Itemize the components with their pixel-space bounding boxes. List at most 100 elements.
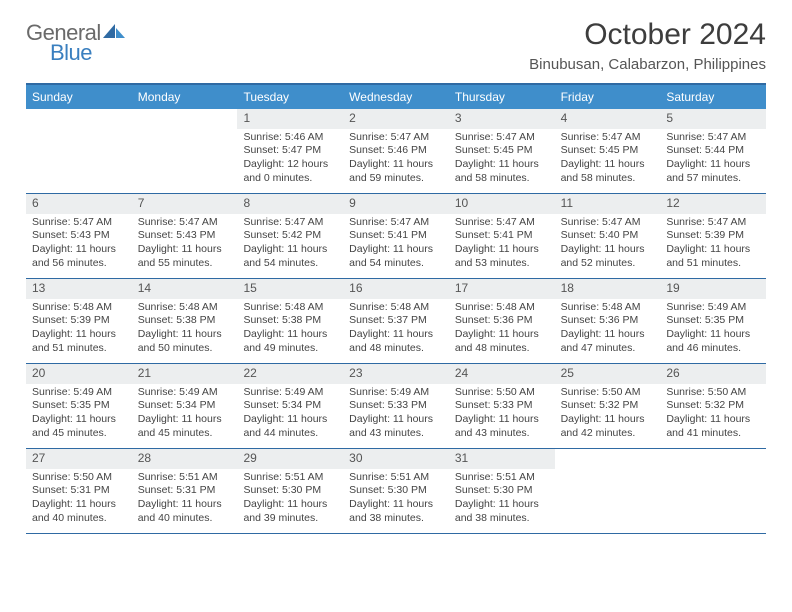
day-body: Sunrise: 5:50 AMSunset: 5:33 PMDaylight:… — [449, 386, 555, 445]
day-number: 6 — [26, 194, 132, 214]
day-body: Sunrise: 5:47 AMSunset: 5:45 PMDaylight:… — [555, 131, 661, 190]
daylight-text: Daylight: 11 hours and 42 minutes. — [561, 413, 657, 440]
day-body: Sunrise: 5:50 AMSunset: 5:32 PMDaylight:… — [660, 386, 766, 445]
sunset-text: Sunset: 5:41 PM — [455, 229, 551, 243]
day-body: Sunrise: 5:51 AMSunset: 5:30 PMDaylight:… — [343, 471, 449, 530]
daylight-text: Daylight: 11 hours and 38 minutes. — [455, 498, 551, 525]
day-number: 23 — [343, 364, 449, 384]
daylight-text: Daylight: 11 hours and 54 minutes. — [243, 243, 339, 270]
col-header: Sunday — [26, 85, 132, 109]
sunset-text: Sunset: 5:45 PM — [561, 144, 657, 158]
sunrise-text: Sunrise: 5:49 AM — [349, 386, 445, 400]
header: General Blue October 2024 Binubusan, Cal… — [26, 18, 766, 73]
daylight-text: Daylight: 11 hours and 43 minutes. — [455, 413, 551, 440]
day-body: Sunrise: 5:49 AMSunset: 5:35 PMDaylight:… — [660, 301, 766, 360]
calendar-day: 12Sunrise: 5:47 AMSunset: 5:39 PMDayligh… — [660, 194, 766, 278]
sunset-text: Sunset: 5:45 PM — [455, 144, 551, 158]
sunset-text: Sunset: 5:42 PM — [243, 229, 339, 243]
brand-blue: Blue — [50, 40, 92, 66]
sunrise-text: Sunrise: 5:47 AM — [32, 216, 128, 230]
day-number: 9 — [343, 194, 449, 214]
day-number: 14 — [132, 279, 238, 299]
calendar-week: 1Sunrise: 5:46 AMSunset: 5:47 PMDaylight… — [26, 109, 766, 194]
brand-logo: General Blue — [26, 20, 127, 66]
day-body: Sunrise: 5:49 AMSunset: 5:33 PMDaylight:… — [343, 386, 449, 445]
title-block: October 2024 Binubusan, Calabarzon, Phil… — [529, 18, 766, 73]
daylight-text: Daylight: 11 hours and 56 minutes. — [32, 243, 128, 270]
sunrise-text: Sunrise: 5:47 AM — [666, 131, 762, 145]
calendar-day: 26Sunrise: 5:50 AMSunset: 5:32 PMDayligh… — [660, 364, 766, 448]
day-body: Sunrise: 5:47 AMSunset: 5:43 PMDaylight:… — [26, 216, 132, 275]
day-body: Sunrise: 5:47 AMSunset: 5:46 PMDaylight:… — [343, 131, 449, 190]
sunrise-text: Sunrise: 5:47 AM — [349, 216, 445, 230]
day-number: 3 — [449, 109, 555, 129]
day-body: Sunrise: 5:47 AMSunset: 5:45 PMDaylight:… — [449, 131, 555, 190]
day-number: 28 — [132, 449, 238, 469]
daylight-text: Daylight: 11 hours and 54 minutes. — [349, 243, 445, 270]
daylight-text: Daylight: 11 hours and 58 minutes. — [455, 158, 551, 185]
calendar-day: 20Sunrise: 5:49 AMSunset: 5:35 PMDayligh… — [26, 364, 132, 448]
calendar-day: 6Sunrise: 5:47 AMSunset: 5:43 PMDaylight… — [26, 194, 132, 278]
daylight-text: Daylight: 11 hours and 39 minutes. — [243, 498, 339, 525]
sunset-text: Sunset: 5:34 PM — [138, 399, 234, 413]
col-header: Friday — [555, 85, 661, 109]
day-number: 17 — [449, 279, 555, 299]
sunset-text: Sunset: 5:43 PM — [138, 229, 234, 243]
sunrise-text: Sunrise: 5:50 AM — [666, 386, 762, 400]
sunset-text: Sunset: 5:37 PM — [349, 314, 445, 328]
calendar: Sunday Monday Tuesday Wednesday Thursday… — [26, 83, 766, 534]
daylight-text: Daylight: 11 hours and 47 minutes. — [561, 328, 657, 355]
day-number: 13 — [26, 279, 132, 299]
calendar-day: 18Sunrise: 5:48 AMSunset: 5:36 PMDayligh… — [555, 279, 661, 363]
daylight-text: Daylight: 11 hours and 40 minutes. — [32, 498, 128, 525]
daylight-text: Daylight: 11 hours and 52 minutes. — [561, 243, 657, 270]
day-body: Sunrise: 5:48 AMSunset: 5:39 PMDaylight:… — [26, 301, 132, 360]
daylight-text: Daylight: 12 hours and 0 minutes. — [243, 158, 339, 185]
col-header: Monday — [132, 85, 238, 109]
day-number: 29 — [237, 449, 343, 469]
day-number: 8 — [237, 194, 343, 214]
day-body: Sunrise: 5:49 AMSunset: 5:34 PMDaylight:… — [237, 386, 343, 445]
calendar-day: 14Sunrise: 5:48 AMSunset: 5:38 PMDayligh… — [132, 279, 238, 363]
calendar-header-row: Sunday Monday Tuesday Wednesday Thursday… — [26, 85, 766, 109]
sunset-text: Sunset: 5:35 PM — [32, 399, 128, 413]
calendar-day: 28Sunrise: 5:51 AMSunset: 5:31 PMDayligh… — [132, 449, 238, 533]
daylight-text: Daylight: 11 hours and 58 minutes. — [561, 158, 657, 185]
daylight-text: Daylight: 11 hours and 40 minutes. — [138, 498, 234, 525]
day-number: 1 — [237, 109, 343, 129]
col-header: Wednesday — [343, 85, 449, 109]
sunset-text: Sunset: 5:30 PM — [349, 484, 445, 498]
day-body: Sunrise: 5:50 AMSunset: 5:32 PMDaylight:… — [555, 386, 661, 445]
day-body: Sunrise: 5:50 AMSunset: 5:31 PMDaylight:… — [26, 471, 132, 530]
calendar-day: 5Sunrise: 5:47 AMSunset: 5:44 PMDaylight… — [660, 109, 766, 193]
calendar-day: 8Sunrise: 5:47 AMSunset: 5:42 PMDaylight… — [237, 194, 343, 278]
daylight-text: Daylight: 11 hours and 51 minutes. — [32, 328, 128, 355]
day-body: Sunrise: 5:51 AMSunset: 5:30 PMDaylight:… — [449, 471, 555, 530]
day-number: 15 — [237, 279, 343, 299]
sunrise-text: Sunrise: 5:48 AM — [349, 301, 445, 315]
calendar-day: 16Sunrise: 5:48 AMSunset: 5:37 PMDayligh… — [343, 279, 449, 363]
day-body — [660, 471, 766, 475]
sunrise-text: Sunrise: 5:49 AM — [666, 301, 762, 315]
sail-icon — [101, 22, 127, 45]
day-body: Sunrise: 5:46 AMSunset: 5:47 PMDaylight:… — [237, 131, 343, 190]
sunset-text: Sunset: 5:39 PM — [32, 314, 128, 328]
calendar-day: 4Sunrise: 5:47 AMSunset: 5:45 PMDaylight… — [555, 109, 661, 193]
sunset-text: Sunset: 5:41 PM — [349, 229, 445, 243]
sunrise-text: Sunrise: 5:49 AM — [32, 386, 128, 400]
calendar-day: 7Sunrise: 5:47 AMSunset: 5:43 PMDaylight… — [132, 194, 238, 278]
calendar-week: 27Sunrise: 5:50 AMSunset: 5:31 PMDayligh… — [26, 449, 766, 534]
day-body: Sunrise: 5:47 AMSunset: 5:40 PMDaylight:… — [555, 216, 661, 275]
day-body: Sunrise: 5:51 AMSunset: 5:31 PMDaylight:… — [132, 471, 238, 530]
day-body: Sunrise: 5:48 AMSunset: 5:38 PMDaylight:… — [237, 301, 343, 360]
calendar-week: 13Sunrise: 5:48 AMSunset: 5:39 PMDayligh… — [26, 279, 766, 364]
day-number: 22 — [237, 364, 343, 384]
day-body: Sunrise: 5:49 AMSunset: 5:34 PMDaylight:… — [132, 386, 238, 445]
sunset-text: Sunset: 5:31 PM — [138, 484, 234, 498]
day-body: Sunrise: 5:48 AMSunset: 5:36 PMDaylight:… — [555, 301, 661, 360]
day-body: Sunrise: 5:47 AMSunset: 5:42 PMDaylight:… — [237, 216, 343, 275]
sunrise-text: Sunrise: 5:47 AM — [561, 216, 657, 230]
sunset-text: Sunset: 5:30 PM — [455, 484, 551, 498]
day-body — [132, 131, 238, 135]
calendar-day: 13Sunrise: 5:48 AMSunset: 5:39 PMDayligh… — [26, 279, 132, 363]
